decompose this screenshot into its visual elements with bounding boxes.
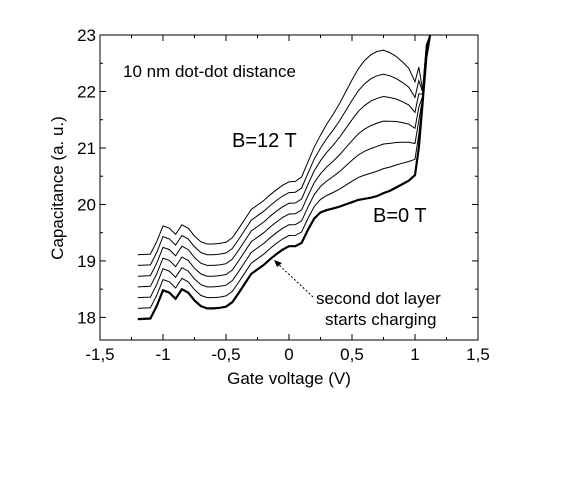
y-axis-tick-labels: 18 19 20 21 22 23 xyxy=(77,26,96,327)
capacitance-trace xyxy=(137,34,431,277)
y-tick-label: 20 xyxy=(77,195,96,214)
capacitance-trace xyxy=(137,34,431,256)
y-tick-label: 21 xyxy=(77,139,96,158)
y-axis-label: Capacitance (a. u.) xyxy=(48,116,67,260)
x-tick-label: -1 xyxy=(155,345,170,364)
x-axis-ticks xyxy=(99,35,479,340)
data-curves xyxy=(137,34,432,321)
arrow-label-line1: second dot layer xyxy=(316,289,441,308)
y-tick-label: 18 xyxy=(77,308,96,327)
capacitance-trace xyxy=(137,34,431,309)
capacitance-trace xyxy=(137,34,431,266)
capacitance-trace xyxy=(137,34,432,321)
x-tick-label: -0,5 xyxy=(211,345,240,364)
y-tick-label: 23 xyxy=(77,26,96,45)
x-tick-label: 1 xyxy=(410,345,419,364)
y-tick-label: 22 xyxy=(77,82,96,101)
arrow-label-line2: starts charging xyxy=(325,310,437,329)
x-tick-label: 0 xyxy=(284,345,293,364)
annotation-arrowhead xyxy=(274,260,282,267)
top-field-annotation: B=12 T xyxy=(232,130,297,152)
x-tick-label: 1,5 xyxy=(466,345,490,364)
capacitance-trace xyxy=(137,34,431,288)
annotation-arrow xyxy=(277,263,314,298)
capacitance-trace xyxy=(137,34,431,299)
x-tick-label: -1,5 xyxy=(85,345,114,364)
subtitle-annotation: 10 nm dot-dot distance xyxy=(123,62,296,81)
x-axis-tick-labels: -1,5 -1 -0,5 0 0,5 1 1,5 xyxy=(85,345,489,364)
bottom-field-annotation: B=0 T xyxy=(373,205,427,227)
y-axis-ticks xyxy=(100,34,478,318)
y-tick-label: 19 xyxy=(77,252,96,271)
x-tick-label: 0,5 xyxy=(340,345,364,364)
x-axis-label: Gate voltage (V) xyxy=(227,369,351,388)
